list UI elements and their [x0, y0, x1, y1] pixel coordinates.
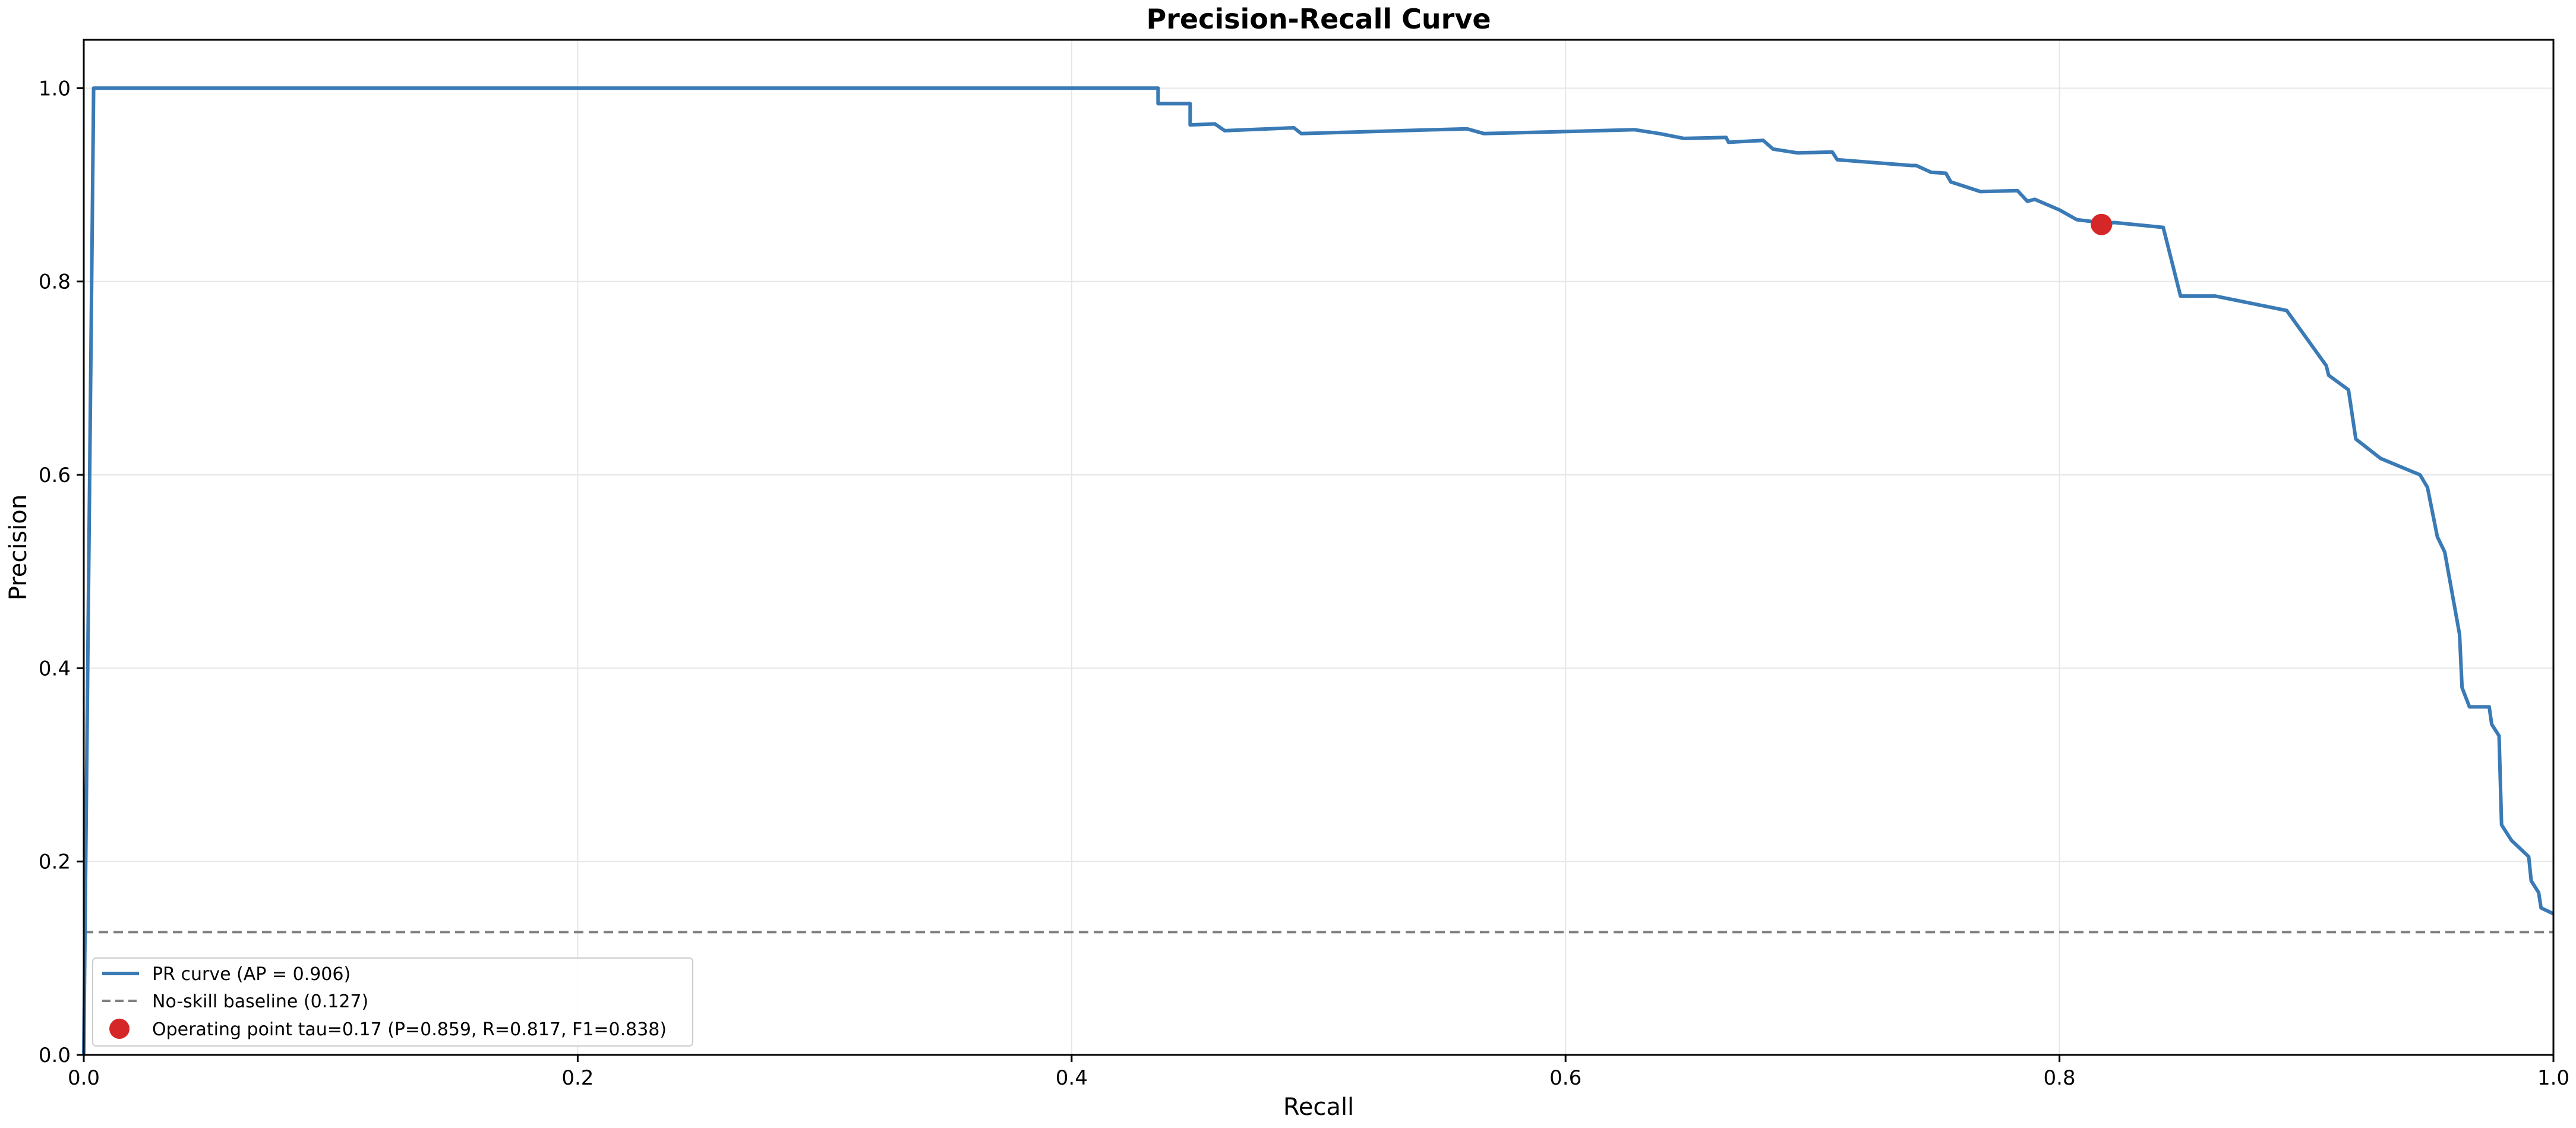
- x-axis-label: Recall: [1283, 1094, 1354, 1121]
- y-tick-label-0: 0.0: [39, 1044, 71, 1067]
- x-tick-label-2: 0.4: [1056, 1066, 1088, 1090]
- x-tick-label-4: 0.8: [2044, 1066, 2076, 1090]
- ticks: 0.0 0.2 0.4 0.6 0.8 1.0 0.0 0.2 0.4 0.6 0.8 1.0: [39, 77, 2569, 1090]
- legend: PR curve (AP = 0.906) No-skill baseline …: [92, 957, 693, 1047]
- legend-point-label: Operating point tau=0.17 (P=0.859, R=0.8…: [152, 1019, 667, 1040]
- legend-baseline-label: No-skill baseline (0.127): [152, 991, 368, 1012]
- x-tick-label-0: 0.0: [68, 1066, 100, 1090]
- plot-frame: [83, 39, 2555, 1056]
- y-axis-label: Precision: [5, 494, 32, 600]
- x-tick-label-1: 0.2: [561, 1066, 594, 1090]
- y-tick-label-2: 0.4: [39, 657, 71, 680]
- x-tick-label-5: 1.0: [2537, 1066, 2569, 1090]
- point-layer: [2091, 213, 2113, 235]
- legend-box: [92, 957, 693, 1047]
- legend-curve-label: PR curve (AP = 0.906): [152, 964, 351, 985]
- y-tick-label-4: 0.8: [39, 270, 71, 294]
- y-tick-label-1: 0.2: [39, 850, 71, 874]
- curve-layer: [82, 86, 2555, 1055]
- pr-curve-line: [82, 86, 2555, 1055]
- legend-point-swatch: [109, 1019, 130, 1039]
- operating-point-marker: [2091, 213, 2113, 235]
- chart-title: Precision-Recall Curve: [1146, 3, 1491, 35]
- x-tick-label-3: 0.6: [1549, 1066, 1581, 1090]
- y-tick-label-3: 0.6: [39, 464, 71, 487]
- y-tick-label-5: 1.0: [39, 77, 71, 100]
